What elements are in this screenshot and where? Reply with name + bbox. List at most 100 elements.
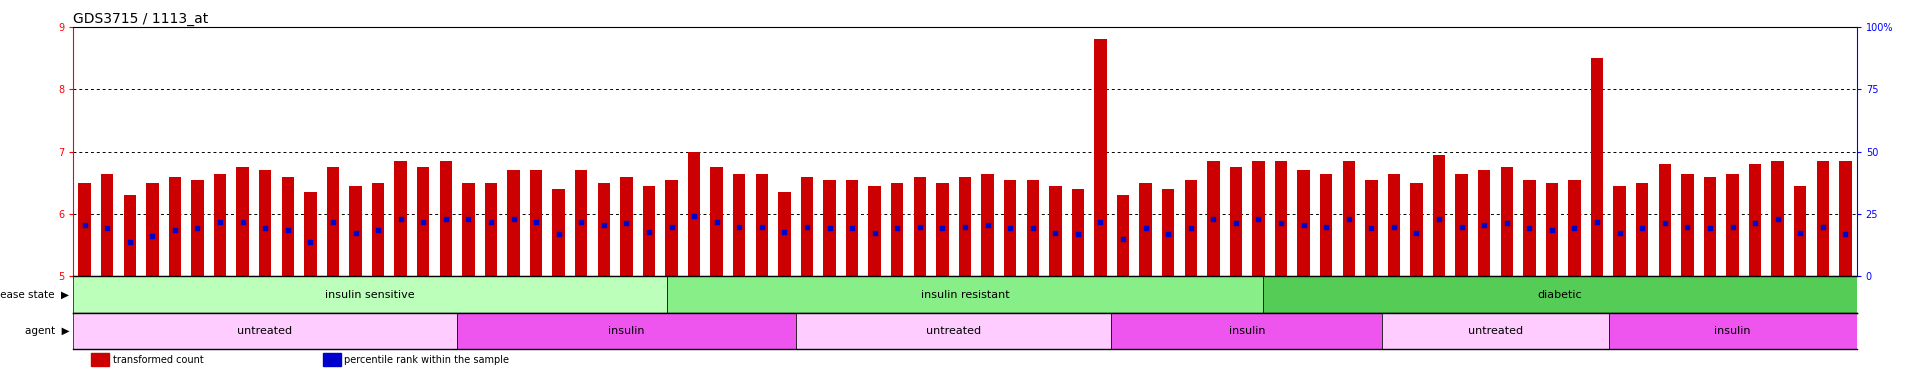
- Point: [1581, 218, 1612, 225]
- Point: [905, 223, 936, 230]
- Point: [1062, 231, 1092, 237]
- Bar: [461, 183, 475, 276]
- Bar: [620, 177, 633, 276]
- Point: [1718, 223, 1749, 230]
- Bar: [687, 152, 701, 276]
- Bar: [1681, 174, 1693, 276]
- Bar: [372, 183, 384, 276]
- Text: GDS3715 / 1113_at: GDS3715 / 1113_at: [73, 12, 208, 26]
- Point: [656, 223, 687, 230]
- Point: [137, 233, 168, 239]
- Text: diabetic: diabetic: [1538, 290, 1583, 300]
- Point: [814, 225, 845, 231]
- Point: [1357, 225, 1388, 231]
- Bar: [1112, 313, 1382, 349]
- Text: insulin resistant: insulin resistant: [921, 290, 1009, 300]
- Bar: [191, 180, 205, 276]
- Text: insulin: insulin: [1229, 326, 1264, 336]
- Bar: [1610, 313, 1857, 349]
- Point: [1559, 225, 1590, 231]
- Bar: [868, 186, 880, 276]
- Bar: [1050, 186, 1062, 276]
- Bar: [1795, 186, 1806, 276]
- Point: [1310, 223, 1341, 230]
- Text: percentile rank within the sample: percentile rank within the sample: [344, 355, 510, 365]
- Text: insulin: insulin: [608, 326, 645, 336]
- Bar: [1478, 170, 1490, 276]
- Bar: [1117, 195, 1129, 276]
- Bar: [79, 183, 91, 276]
- Point: [768, 228, 799, 235]
- Bar: [73, 276, 668, 313]
- Point: [1446, 223, 1476, 230]
- Point: [612, 220, 643, 227]
- Bar: [1320, 174, 1332, 276]
- Point: [1762, 216, 1793, 222]
- Bar: [1262, 276, 1857, 313]
- Bar: [1772, 161, 1783, 276]
- Point: [407, 218, 438, 225]
- Point: [1469, 222, 1500, 228]
- Point: [859, 230, 890, 236]
- Bar: [801, 177, 813, 276]
- Bar: [91, 353, 108, 366]
- Point: [1513, 225, 1544, 231]
- Point: [1492, 220, 1523, 227]
- Bar: [980, 174, 994, 276]
- Bar: [1546, 183, 1558, 276]
- Bar: [1253, 161, 1264, 276]
- Bar: [1094, 39, 1106, 276]
- Bar: [1523, 180, 1536, 276]
- Bar: [349, 186, 361, 276]
- Point: [1536, 227, 1567, 233]
- Bar: [214, 174, 226, 276]
- Point: [1695, 225, 1725, 231]
- Bar: [1162, 189, 1173, 276]
- Point: [724, 223, 755, 230]
- Point: [973, 222, 1004, 228]
- Point: [1266, 220, 1297, 227]
- Bar: [668, 276, 1262, 313]
- Bar: [778, 192, 791, 276]
- Bar: [936, 183, 950, 276]
- Point: [565, 218, 596, 225]
- Bar: [1229, 167, 1243, 276]
- Point: [1604, 230, 1635, 236]
- Text: agent  ▶: agent ▶: [25, 326, 69, 336]
- Bar: [795, 313, 1112, 349]
- Bar: [457, 313, 795, 349]
- Point: [1108, 236, 1139, 242]
- Point: [1830, 231, 1861, 237]
- Bar: [237, 167, 249, 276]
- Point: [1220, 220, 1251, 227]
- Bar: [1455, 174, 1469, 276]
- Point: [454, 216, 484, 222]
- Bar: [710, 167, 724, 276]
- Point: [295, 239, 326, 245]
- Bar: [73, 313, 457, 349]
- Bar: [1590, 58, 1604, 276]
- Bar: [394, 161, 407, 276]
- Bar: [598, 183, 610, 276]
- Bar: [322, 353, 342, 366]
- Point: [272, 227, 303, 233]
- Point: [1243, 216, 1274, 222]
- Bar: [168, 177, 181, 276]
- Text: disease state  ▶: disease state ▶: [0, 290, 69, 300]
- Bar: [440, 161, 452, 276]
- Point: [340, 230, 371, 236]
- Bar: [666, 180, 677, 276]
- Point: [701, 218, 731, 225]
- Point: [318, 218, 349, 225]
- Bar: [1388, 174, 1399, 276]
- Text: untreated: untreated: [1469, 326, 1523, 336]
- Bar: [531, 170, 542, 276]
- Point: [1175, 225, 1206, 231]
- Bar: [959, 177, 971, 276]
- Bar: [1343, 161, 1355, 276]
- Bar: [575, 170, 587, 276]
- Point: [1671, 223, 1702, 230]
- Point: [228, 218, 259, 225]
- Point: [1199, 216, 1229, 222]
- Point: [1650, 220, 1681, 227]
